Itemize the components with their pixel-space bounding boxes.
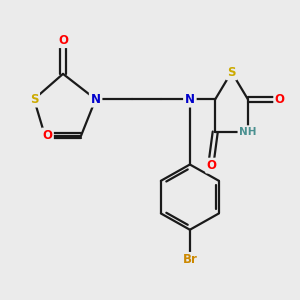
Text: Br: Br [182,253,197,266]
Text: O: O [207,159,217,172]
Text: O: O [58,34,68,47]
Text: N: N [185,93,195,106]
Text: S: S [30,93,38,106]
Text: N: N [91,93,100,106]
Text: O: O [275,93,285,106]
Text: S: S [227,66,236,79]
Text: O: O [42,129,52,142]
Text: NH: NH [239,127,256,137]
